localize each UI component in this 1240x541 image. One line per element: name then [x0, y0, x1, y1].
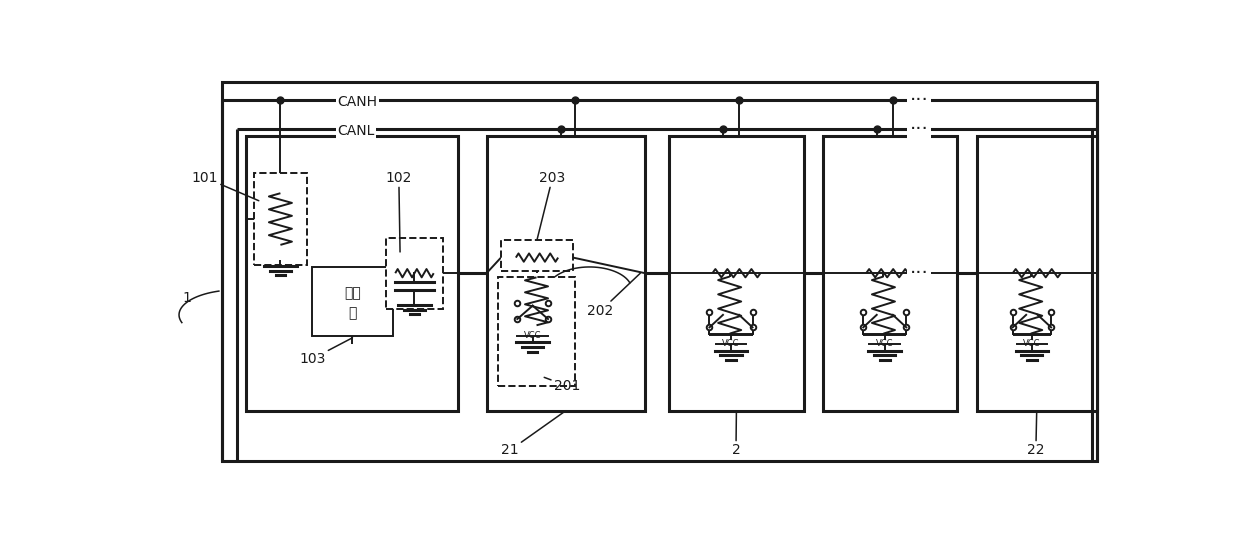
Bar — [247, 136, 458, 411]
Bar — [977, 136, 1096, 411]
Text: 21: 21 — [501, 411, 565, 457]
Text: CANH: CANH — [337, 95, 378, 109]
Bar — [498, 278, 575, 386]
Text: ···: ··· — [910, 120, 929, 139]
Bar — [823, 136, 957, 411]
Text: ···: ··· — [910, 91, 929, 110]
Bar — [311, 267, 393, 335]
Text: 103: 103 — [299, 338, 352, 366]
Bar — [386, 238, 444, 308]
Text: 202: 202 — [588, 273, 640, 318]
Text: 器: 器 — [348, 307, 357, 321]
Text: ···: ··· — [910, 263, 929, 283]
Text: VCC: VCC — [1023, 339, 1040, 348]
Text: VCC: VCC — [722, 339, 740, 348]
Text: 22: 22 — [1027, 411, 1044, 457]
Text: 102: 102 — [386, 170, 412, 252]
Bar — [501, 240, 573, 271]
Text: 201: 201 — [544, 378, 580, 393]
Text: 2: 2 — [732, 411, 740, 457]
Text: 203: 203 — [537, 170, 565, 240]
Text: VCC: VCC — [875, 339, 894, 348]
Text: 1: 1 — [182, 292, 191, 305]
Text: 处理: 处理 — [345, 286, 361, 300]
Bar — [486, 136, 645, 411]
Text: CANL: CANL — [337, 124, 374, 138]
Text: 101: 101 — [191, 170, 259, 201]
Bar — [254, 173, 306, 265]
Bar — [670, 136, 804, 411]
Text: VCC: VCC — [525, 331, 542, 340]
